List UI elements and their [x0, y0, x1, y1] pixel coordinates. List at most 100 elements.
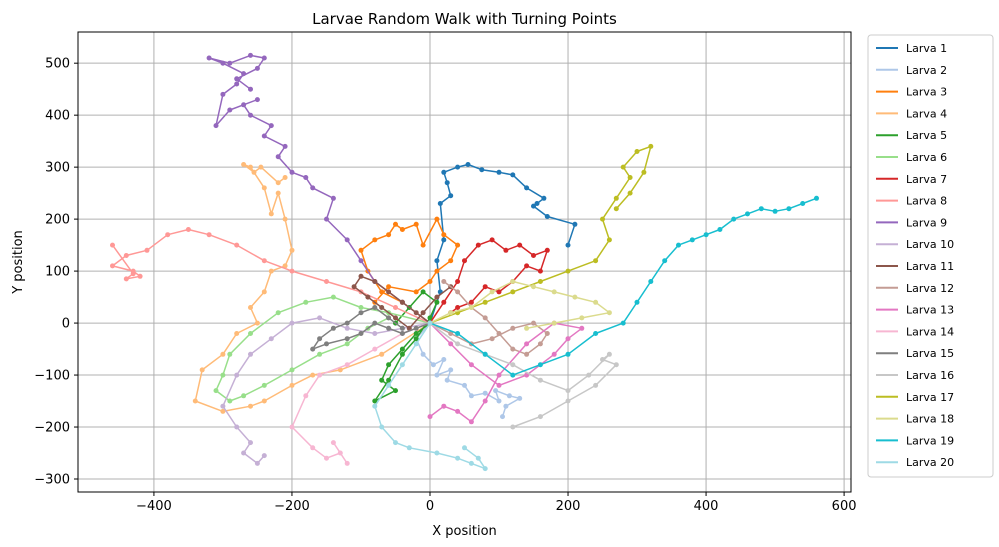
data-point	[393, 305, 398, 310]
data-point	[496, 289, 502, 295]
data-point	[537, 414, 543, 420]
data-point	[365, 294, 371, 300]
x-tick-label: −200	[274, 499, 310, 514]
data-point	[537, 268, 543, 274]
data-point	[310, 445, 316, 451]
data-point	[455, 305, 461, 310]
data-point	[227, 60, 233, 66]
legend-label: Larva 7	[906, 173, 947, 186]
data-point	[379, 305, 385, 310]
data-point	[254, 65, 260, 71]
legend-label: Larva 17	[906, 391, 954, 404]
series-19	[427, 195, 819, 378]
data-point	[185, 227, 191, 232]
data-point	[220, 372, 226, 378]
data-point	[344, 320, 350, 326]
legend-label: Larva 5	[906, 129, 947, 142]
data-point	[303, 393, 309, 399]
legend-box	[867, 34, 994, 478]
data-point	[537, 279, 543, 284]
data-point	[317, 315, 323, 321]
data-point	[251, 169, 257, 175]
data-point	[689, 237, 695, 243]
legend-label: Larva 18	[906, 413, 954, 426]
x-tick-label: 600	[832, 499, 857, 514]
data-point	[496, 398, 502, 404]
data-point	[441, 279, 447, 284]
data-point	[393, 440, 398, 446]
legend-item: Larva 19	[876, 434, 954, 447]
data-point	[606, 237, 612, 243]
data-point	[613, 362, 619, 368]
data-point	[110, 263, 115, 269]
data-point	[455, 279, 461, 284]
data-point	[358, 305, 364, 310]
data-point	[448, 331, 454, 336]
data-point	[462, 258, 467, 264]
data-point	[258, 164, 264, 170]
series-line	[429, 239, 549, 324]
legend-label: Larva 15	[906, 347, 954, 360]
data-point	[462, 445, 467, 451]
data-point	[455, 331, 461, 336]
data-point	[261, 258, 267, 264]
legend-item: Larva 18	[876, 413, 954, 426]
data-point	[399, 346, 405, 352]
data-point	[130, 271, 136, 277]
data-point	[372, 331, 378, 336]
data-point	[399, 325, 405, 331]
data-point	[524, 341, 530, 347]
data-point	[800, 201, 806, 206]
data-point	[468, 305, 474, 310]
data-point	[627, 175, 633, 180]
data-point	[241, 450, 247, 456]
data-point	[448, 310, 454, 316]
data-point	[496, 331, 502, 336]
data-point	[496, 372, 502, 378]
legend-item: Larva 14	[876, 325, 954, 338]
data-point	[517, 242, 523, 248]
data-point	[379, 289, 385, 295]
data-point	[330, 440, 336, 446]
legend-label: Larva 12	[906, 282, 954, 295]
legend-item: Larva 16	[876, 369, 954, 382]
legend-item: Larva 3	[876, 86, 947, 99]
data-point	[317, 372, 323, 378]
data-point	[593, 258, 599, 264]
data-point	[248, 86, 253, 92]
data-point	[544, 331, 550, 336]
data-point	[441, 357, 447, 362]
data-point	[493, 388, 499, 394]
data-point	[386, 289, 392, 295]
data-point	[261, 185, 267, 191]
data-point	[496, 169, 502, 175]
data-point	[517, 395, 523, 401]
data-point	[324, 279, 329, 284]
data-point	[613, 206, 619, 212]
data-point	[317, 336, 323, 342]
series-line	[429, 322, 583, 423]
data-point	[393, 388, 398, 394]
data-point	[234, 81, 240, 87]
data-point	[758, 206, 764, 212]
legend-item: Larva 15	[876, 347, 954, 360]
data-point	[372, 237, 378, 243]
series-line	[311, 306, 431, 350]
data-point	[541, 195, 547, 201]
data-point	[468, 393, 474, 399]
data-point	[482, 284, 488, 290]
data-point	[413, 331, 419, 336]
data-point	[393, 315, 398, 321]
legend-label: Larva 3	[906, 86, 947, 99]
data-point	[406, 325, 412, 331]
data-point	[427, 414, 433, 420]
data-point	[227, 398, 233, 404]
series-line	[429, 322, 618, 428]
data-point	[372, 346, 378, 352]
data-point	[248, 164, 253, 170]
data-point	[448, 258, 454, 264]
data-point	[268, 123, 274, 129]
data-point	[275, 154, 281, 160]
data-point	[386, 377, 392, 383]
data-point	[386, 232, 392, 238]
